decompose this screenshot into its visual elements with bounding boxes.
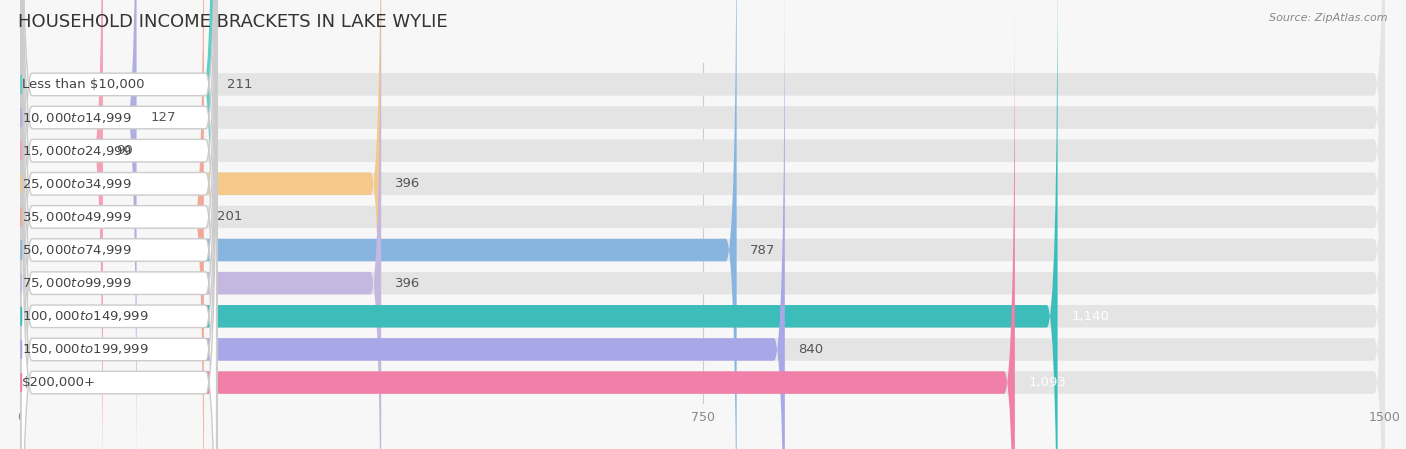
FancyBboxPatch shape [21, 0, 381, 449]
Text: $10,000 to $14,999: $10,000 to $14,999 [21, 110, 131, 124]
FancyBboxPatch shape [21, 0, 1385, 449]
FancyBboxPatch shape [21, 0, 217, 449]
FancyBboxPatch shape [21, 0, 1385, 449]
Text: $150,000 to $199,999: $150,000 to $199,999 [21, 343, 148, 357]
Text: $50,000 to $74,999: $50,000 to $74,999 [21, 243, 131, 257]
FancyBboxPatch shape [21, 0, 217, 449]
FancyBboxPatch shape [21, 0, 1385, 449]
FancyBboxPatch shape [21, 0, 737, 449]
FancyBboxPatch shape [21, 0, 217, 449]
Text: $35,000 to $49,999: $35,000 to $49,999 [21, 210, 131, 224]
FancyBboxPatch shape [21, 0, 103, 449]
Text: 201: 201 [218, 211, 243, 224]
Text: $200,000+: $200,000+ [21, 376, 96, 389]
Text: Less than $10,000: Less than $10,000 [21, 78, 145, 91]
FancyBboxPatch shape [21, 0, 1385, 449]
Text: 1,140: 1,140 [1071, 310, 1109, 323]
FancyBboxPatch shape [21, 0, 381, 449]
FancyBboxPatch shape [21, 0, 217, 449]
Text: 90: 90 [117, 144, 134, 157]
Text: $100,000 to $149,999: $100,000 to $149,999 [21, 309, 148, 323]
FancyBboxPatch shape [21, 0, 217, 449]
Text: $25,000 to $34,999: $25,000 to $34,999 [21, 177, 131, 191]
Text: 211: 211 [226, 78, 252, 91]
FancyBboxPatch shape [21, 0, 785, 449]
FancyBboxPatch shape [21, 0, 1385, 449]
FancyBboxPatch shape [21, 0, 1385, 449]
FancyBboxPatch shape [21, 0, 217, 449]
FancyBboxPatch shape [21, 0, 204, 449]
FancyBboxPatch shape [21, 0, 212, 449]
FancyBboxPatch shape [21, 0, 217, 449]
Text: 787: 787 [751, 243, 776, 256]
FancyBboxPatch shape [21, 0, 1015, 449]
FancyBboxPatch shape [21, 0, 217, 449]
Text: 396: 396 [395, 277, 420, 290]
Text: 840: 840 [799, 343, 824, 356]
Text: 396: 396 [395, 177, 420, 190]
Text: 1,093: 1,093 [1029, 376, 1066, 389]
FancyBboxPatch shape [21, 0, 1385, 449]
FancyBboxPatch shape [21, 0, 217, 449]
FancyBboxPatch shape [21, 0, 1385, 449]
Text: $75,000 to $99,999: $75,000 to $99,999 [21, 276, 131, 290]
FancyBboxPatch shape [21, 0, 136, 449]
Text: Source: ZipAtlas.com: Source: ZipAtlas.com [1270, 13, 1388, 23]
FancyBboxPatch shape [21, 0, 217, 449]
FancyBboxPatch shape [21, 0, 1385, 449]
FancyBboxPatch shape [21, 0, 1385, 449]
FancyBboxPatch shape [21, 0, 1057, 449]
Text: HOUSEHOLD INCOME BRACKETS IN LAKE WYLIE: HOUSEHOLD INCOME BRACKETS IN LAKE WYLIE [18, 13, 449, 31]
Text: $15,000 to $24,999: $15,000 to $24,999 [21, 144, 131, 158]
Text: 127: 127 [150, 111, 176, 124]
